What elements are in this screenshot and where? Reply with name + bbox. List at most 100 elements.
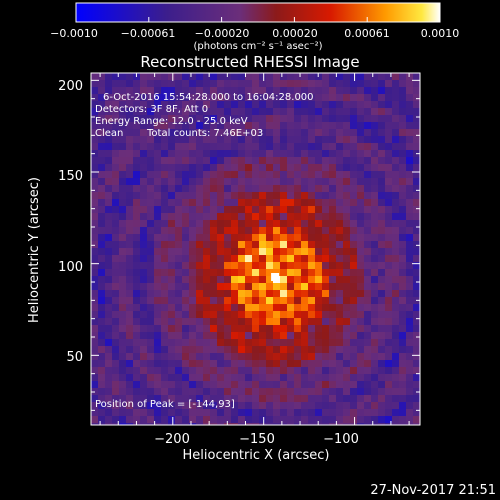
heatmap-pixel [175, 255, 183, 263]
heatmap-pixel [364, 122, 372, 130]
heatmap-pixel [266, 171, 274, 179]
heatmap-pixel [364, 395, 372, 403]
heatmap-pixel [308, 269, 316, 277]
heatmap-pixel [105, 143, 113, 151]
heatmap-pixel [161, 311, 169, 319]
heatmap-pixel [322, 171, 330, 179]
heatmap-pixel [133, 283, 141, 291]
heatmap-pixel [294, 409, 302, 417]
heatmap-pixel [287, 311, 295, 319]
heatmap-pixel [105, 122, 113, 130]
heatmap-pixel [182, 374, 190, 382]
heatmap-pixel [273, 220, 281, 228]
heatmap-pixel [336, 325, 344, 333]
heatmap-pixel [245, 276, 253, 284]
heatmap-pixel [385, 353, 393, 361]
heatmap-pixel [266, 108, 274, 116]
heatmap-pixel [252, 115, 260, 123]
heatmap-pixel [413, 234, 420, 242]
heatmap-pixel [105, 367, 113, 375]
heatmap-pixel [224, 178, 232, 186]
heatmap-pixel [203, 325, 211, 333]
heatmap-pixel [336, 73, 344, 81]
heatmap-pixel [245, 339, 253, 347]
peak-position-text: Position of Peak = [-144,93] [95, 399, 235, 410]
heatmap-pixel [168, 87, 176, 95]
heatmap-pixel [168, 297, 176, 305]
heatmap-pixel [308, 178, 316, 186]
heatmap-pixel [231, 402, 239, 410]
heatmap-pixel [91, 409, 99, 417]
heatmap-pixel [322, 395, 330, 403]
heatmap-pixel [217, 360, 225, 368]
heatmap-pixel [154, 290, 162, 298]
heatmap-pixel [301, 129, 309, 137]
heatmap-pixel [371, 339, 379, 347]
heatmap-pixel [294, 325, 302, 333]
heatmap-pixel [189, 346, 197, 354]
y-tick-label: 50 [66, 350, 83, 365]
heatmap-pixel [392, 283, 400, 291]
heatmap-pixel [273, 255, 281, 263]
heatmap-pixel [322, 164, 330, 172]
heatmap-pixel [343, 248, 351, 256]
heatmap-pixel [231, 297, 239, 305]
heatmap-pixel [259, 94, 267, 102]
heatmap-pixel [413, 115, 420, 123]
heatmap-pixel [252, 311, 260, 319]
heatmap-pixel [273, 318, 281, 326]
heatmap-pixel [399, 360, 407, 368]
heatmap-pixel [343, 227, 351, 235]
heatmap-pixel [329, 423, 337, 425]
heatmap-pixel [273, 381, 281, 389]
heatmap-pixel [287, 269, 295, 277]
heatmap-pixel [91, 325, 99, 333]
heatmap-pixel [406, 73, 414, 81]
heatmap-pixel [119, 276, 127, 284]
heatmap-pixel [119, 213, 127, 221]
heatmap-pixel [371, 395, 379, 403]
heatmap-pixel [196, 262, 204, 270]
heatmap-pixel [343, 101, 351, 109]
heatmap-pixel [126, 423, 134, 425]
heatmap-pixel [245, 185, 253, 193]
heatmap-pixel [217, 297, 225, 305]
heatmap-pixel [350, 262, 358, 270]
heatmap-pixel [413, 409, 420, 417]
heatmap-pixel [182, 395, 190, 403]
heatmap-pixel [231, 136, 239, 144]
heatmap-pixel [203, 80, 211, 88]
heatmap-pixel [203, 136, 211, 144]
heatmap-pixel [140, 332, 148, 340]
heatmap-pixel [98, 325, 106, 333]
heatmap-pixel [182, 164, 190, 172]
heatmap-pixel [161, 199, 169, 207]
heatmap-pixel [406, 283, 414, 291]
heatmap-pixel [147, 346, 155, 354]
heatmap-pixel [343, 269, 351, 277]
heatmap-pixel [182, 122, 190, 130]
heatmap-pixel [238, 367, 246, 375]
heatmap-pixel [336, 94, 344, 102]
heatmap-pixel [196, 409, 204, 417]
heatmap-pixel [357, 346, 365, 354]
heatmap-pixel [140, 339, 148, 347]
heatmap-pixel [203, 234, 211, 242]
heatmap-pixel [245, 255, 253, 263]
heatmap-pixel [371, 409, 379, 417]
heatmap-pixel [140, 381, 148, 389]
heatmap-pixel [126, 80, 134, 88]
heatmap-pixel [357, 87, 365, 95]
heatmap-pixel [168, 73, 176, 81]
heatmap-pixel [266, 304, 274, 312]
heatmap-pixel [105, 381, 113, 389]
heatmap-pixel [189, 227, 197, 235]
heatmap-pixel [399, 157, 407, 165]
heatmap-pixel [126, 94, 134, 102]
heatmap-pixel [385, 423, 393, 425]
heatmap-pixel [301, 395, 309, 403]
heatmap-pixel [217, 248, 225, 256]
heatmap-pixel [196, 101, 204, 109]
heatmap-pixel [329, 353, 337, 361]
heatmap-pixel [287, 402, 295, 410]
